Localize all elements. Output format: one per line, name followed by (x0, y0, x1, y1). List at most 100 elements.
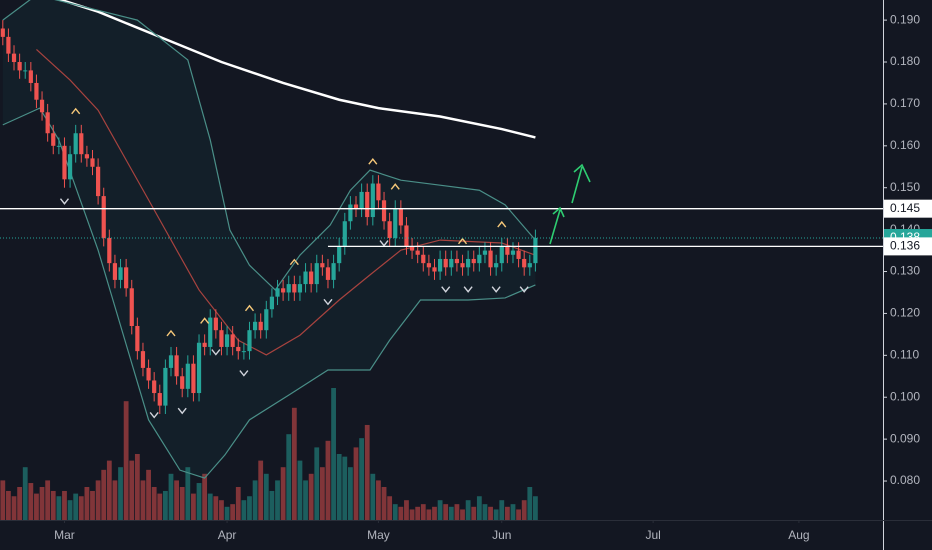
volume-bar (146, 469, 151, 520)
volume-bar (471, 506, 477, 520)
candle-body (320, 263, 325, 268)
volume-bar (426, 509, 432, 520)
candle-body (471, 258, 476, 264)
candle-body (185, 363, 190, 389)
fractal-down (379, 240, 389, 247)
volume-bar (291, 407, 297, 520)
indicator-line (36, 49, 536, 356)
volume-bar (230, 504, 236, 520)
price-tag-label: 0.136 (890, 239, 920, 253)
volume-bar (241, 500, 247, 520)
candle-body (331, 263, 336, 280)
volume-bar (39, 487, 45, 520)
volume-bar (162, 490, 168, 520)
volume-bar (516, 509, 521, 520)
y-tick-label: 0.160 (890, 138, 920, 152)
candle-body (79, 133, 84, 155)
volume-bar (286, 434, 292, 520)
candle-body (174, 355, 179, 377)
candle-body (163, 367, 168, 406)
x-tick-label: May (367, 528, 390, 542)
x-tick-label: Mar (54, 528, 75, 542)
y-tick-label: 0.090 (890, 431, 920, 445)
volume-bar (448, 506, 454, 520)
price-tag-label: 0.145 (890, 201, 920, 215)
candle-body (252, 321, 258, 331)
volume-bar (404, 500, 409, 520)
volume-bar (527, 487, 533, 520)
volume-bar (420, 504, 426, 520)
y-tick-label: 0.180 (890, 54, 920, 68)
volume-bar (174, 480, 179, 520)
candle-body (398, 208, 403, 226)
volume-bar (364, 424, 370, 520)
candle-body (466, 258, 471, 268)
candle-body (51, 133, 56, 146)
fractal-down (239, 370, 249, 377)
candle-body (269, 296, 275, 310)
volume-bar (219, 500, 224, 520)
fractal-down (211, 349, 221, 356)
candle-body (292, 284, 297, 293)
volume-bar (90, 490, 95, 520)
candle-body (28, 70, 33, 83)
fractal-up (166, 329, 176, 337)
x-tick-label: Jul (645, 528, 660, 542)
candle-body (426, 263, 431, 268)
candle-body (101, 196, 106, 239)
fractal-up (497, 220, 507, 228)
candle-body (482, 250, 488, 255)
candle-body (11, 53, 17, 63)
volume-bar (314, 447, 320, 520)
fractal-up (200, 317, 210, 324)
volume-bar (347, 467, 353, 520)
volume-bar (303, 480, 308, 520)
candle-body (314, 263, 319, 285)
volume-bar (280, 467, 286, 520)
candle-body (191, 363, 196, 394)
candle-body (118, 267, 123, 280)
volume-bar (34, 493, 39, 520)
volume-bar (112, 480, 118, 520)
candle-body (39, 99, 45, 113)
candle-body (325, 267, 331, 280)
volume-bar (258, 460, 264, 520)
candle-body (23, 70, 28, 72)
candle-body (387, 221, 392, 239)
candle-body (62, 145, 67, 180)
candle-body (236, 346, 241, 352)
volume-bar (191, 493, 196, 520)
candle-body (309, 271, 314, 285)
candle-body (90, 158, 95, 167)
candle-body (437, 258, 443, 272)
volume-bar (101, 469, 107, 520)
volume-bar (106, 460, 112, 520)
volume-bar (213, 496, 219, 520)
candle-body (202, 342, 207, 347)
volume-bar (454, 504, 460, 520)
candle-body (415, 250, 420, 255)
volume-bar (129, 460, 135, 520)
volume-bar (521, 500, 527, 520)
volume-bar (118, 467, 123, 520)
fractal-up (457, 237, 468, 245)
volume-bar (207, 493, 213, 520)
volume-bar (95, 480, 101, 520)
volume-bar (482, 504, 488, 520)
volume-bar (533, 496, 538, 520)
candle-body (213, 317, 218, 331)
candle-body (499, 246, 504, 264)
y-tick-label: 0.120 (890, 306, 920, 320)
candle-body (157, 393, 162, 406)
candle-body (286, 284, 291, 293)
volume-bar (504, 506, 510, 520)
indicator-line (2, 0, 536, 291)
volume-bar (443, 504, 449, 520)
candle-body (96, 166, 101, 197)
volume-bar (392, 504, 398, 520)
candle-body (533, 238, 538, 264)
fractal-down (463, 286, 473, 293)
indicator-line (2, 107, 536, 479)
